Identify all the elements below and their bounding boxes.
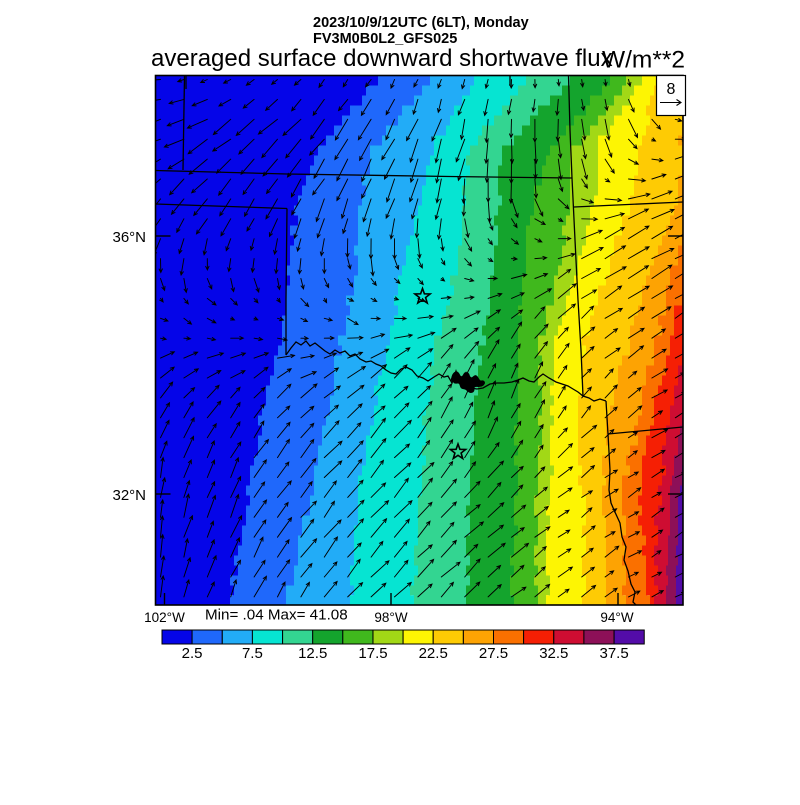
svg-text:37.5: 37.5: [599, 645, 628, 662]
svg-text:2.5: 2.5: [182, 645, 203, 662]
svg-text:94°W: 94°W: [600, 610, 633, 625]
svg-text:averaged surface downward shor: averaged surface downward shortwave flux: [151, 45, 613, 72]
svg-text:2023/10/9/12UTC (6LT), Monday: 2023/10/9/12UTC (6LT), Monday: [313, 15, 529, 31]
svg-text:27.5: 27.5: [479, 645, 508, 662]
svg-text:7.5: 7.5: [242, 645, 263, 662]
svg-text:Min= .04 Max= 41.08: Min= .04 Max= 41.08: [205, 607, 348, 624]
svg-text:17.5: 17.5: [358, 645, 387, 662]
svg-text:32°N: 32°N: [112, 487, 146, 504]
svg-text:102°W: 102°W: [144, 610, 185, 625]
svg-text:FV3M0B0L2_GFS025: FV3M0B0L2_GFS025: [313, 31, 457, 47]
svg-text:8: 8: [667, 81, 676, 98]
svg-text:32.5: 32.5: [539, 645, 568, 662]
svg-text:98°W: 98°W: [374, 610, 407, 625]
svg-text:22.5: 22.5: [419, 645, 448, 662]
svg-text:W/m**2: W/m**2: [602, 47, 685, 74]
svg-text:12.5: 12.5: [298, 645, 327, 662]
svg-text:36°N: 36°N: [112, 229, 146, 246]
